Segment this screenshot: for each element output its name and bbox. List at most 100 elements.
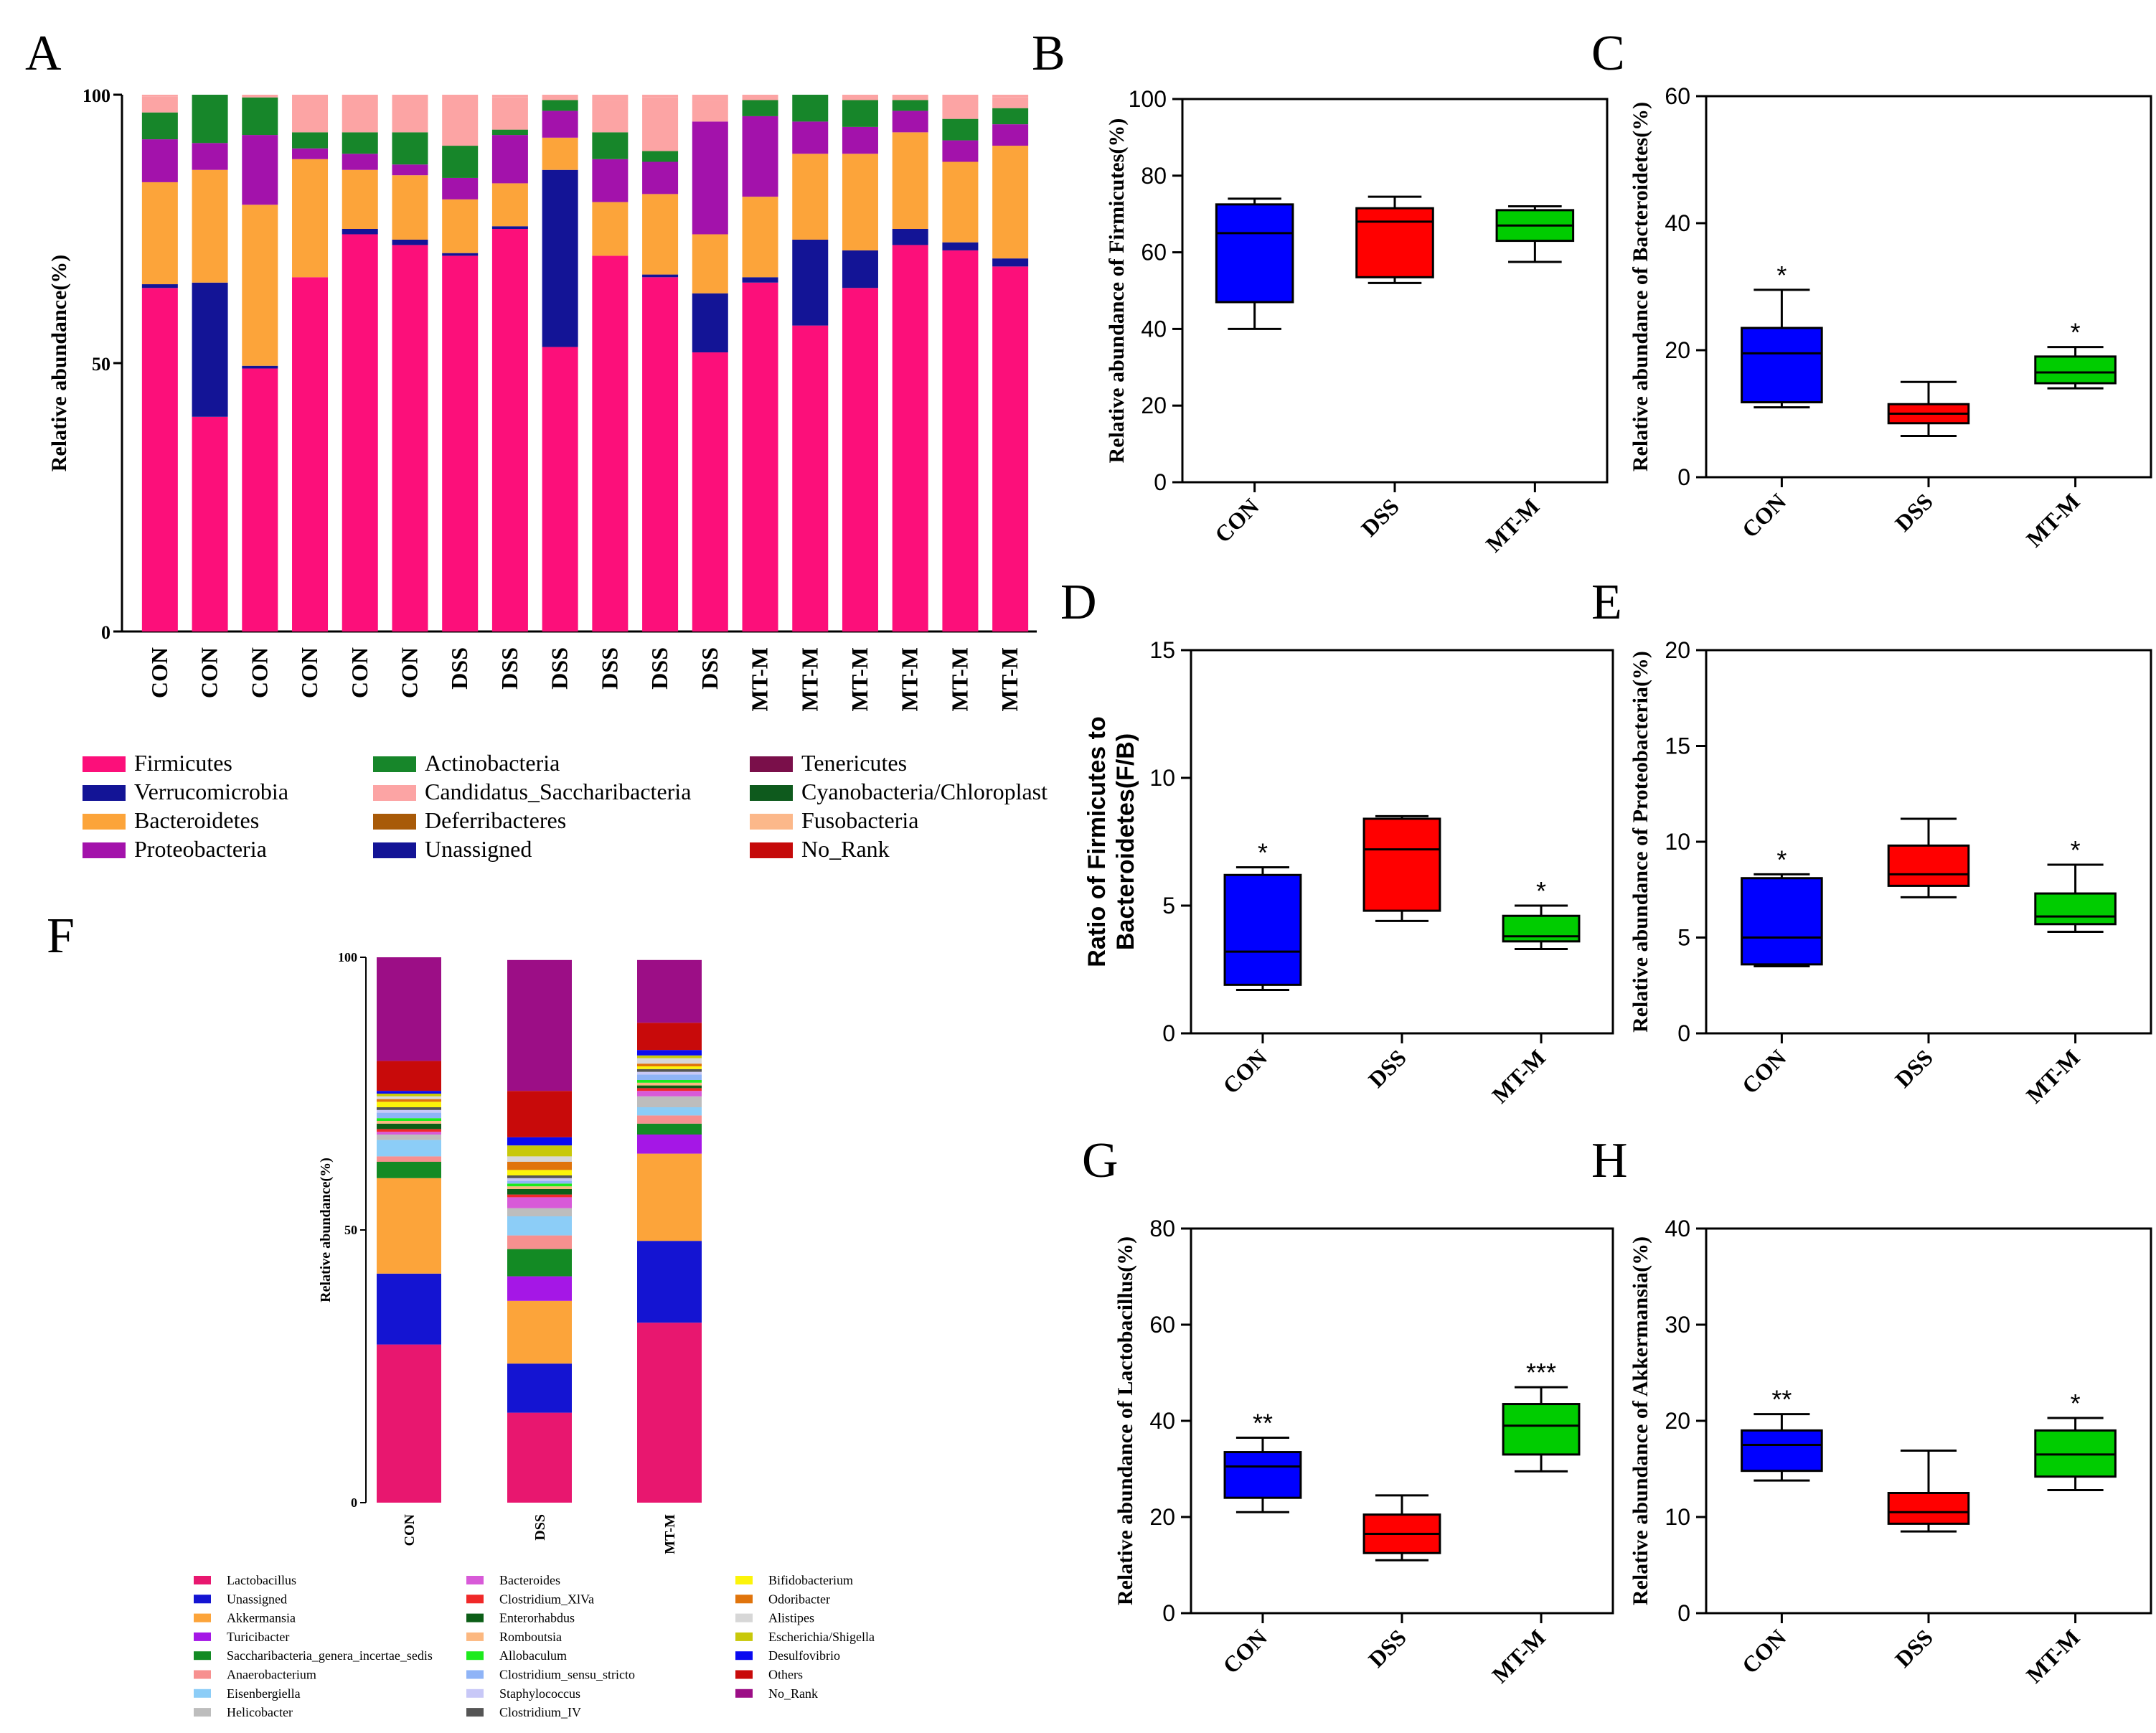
legend-swatch-odoribacter xyxy=(735,1595,753,1604)
legend-label-akkermansia: Akkermansia xyxy=(227,1611,296,1625)
panel-label-b: B xyxy=(1032,26,1065,81)
y-tick-label: 100 xyxy=(338,950,357,964)
legend-swatch-clostridium-xlva xyxy=(466,1595,484,1604)
x-tick-label: MT-M xyxy=(997,647,1022,711)
bar-segment-no-rank-g xyxy=(507,959,572,1091)
x-tick-label: MT-M xyxy=(1487,1044,1550,1108)
bar-segment-bacteroidetes xyxy=(842,154,878,250)
bar-segment-bacteroidetes xyxy=(692,234,728,293)
y-tick-label: 0 xyxy=(1162,1600,1175,1626)
y-tick-label: 20 xyxy=(1665,637,1690,663)
legend-swatch-eisenbergiella xyxy=(194,1689,211,1698)
legend-swatch-helicobacter xyxy=(194,1708,211,1717)
y-tick-label: 0 xyxy=(1162,1020,1175,1046)
bar-segment-firmicutes xyxy=(842,288,878,631)
bar-segment-actinobacteria xyxy=(742,100,778,116)
panel-h-box-plot: 0 10 20 30 40 ** CON DSS * MT-M Relative abundance… xyxy=(1629,1216,2152,1688)
x-tick-label: DSS xyxy=(1890,488,1938,536)
bar-segment-firmicutes xyxy=(442,255,479,631)
bar-segment-proteobacteria xyxy=(242,135,278,205)
bar-segment-proteobacteria xyxy=(292,148,329,159)
x-tick-label: CON xyxy=(246,647,272,698)
y-axis-label: Relative abundance of Lactobacillus(%) xyxy=(1114,1236,1137,1605)
y-tick-label: 30 xyxy=(1665,1312,1690,1338)
bar-segment-remainder xyxy=(491,95,528,98)
x-tick-label: MT-M xyxy=(2021,1044,2085,1108)
bar-segment-actinobacteria xyxy=(242,97,278,136)
y-tick-label: 5 xyxy=(1677,925,1690,951)
bar-segment-clostridium-iv xyxy=(507,1175,572,1178)
panel-c-box-plot: 0 20 40 60 * CON DSS * MT-M Relative abundance of… xyxy=(1629,83,2152,552)
bar-segment-clostridium-sensu-stricto xyxy=(507,1180,572,1184)
bar-segment-romboutsia xyxy=(507,1186,572,1189)
bar-segment-unassigned xyxy=(141,284,178,288)
panel-g-box-plot: 0 20 40 60 80 ** CON DSS *** MT-M Relative abundan… xyxy=(1114,1216,1614,1688)
bar-segment-firmicutes xyxy=(141,288,178,631)
legend-swatch-no-rank xyxy=(735,1689,753,1698)
bar-segment-bifidobacterium xyxy=(377,1102,441,1107)
significance-marker: * xyxy=(2071,1389,2081,1418)
bar-segment-candidatus-saccharibacteria xyxy=(592,100,629,133)
bar-segment-helicobacter xyxy=(377,1135,441,1140)
bar-segment-actinobacteria xyxy=(141,112,178,140)
bar-segment-actinobacteria xyxy=(542,100,578,111)
bar-segment-bacteroidetes xyxy=(442,199,479,253)
bar-segment-desulfovibrio xyxy=(507,1137,572,1146)
bar-segment-proteobacteria xyxy=(642,161,679,194)
x-tick-label: CON xyxy=(1737,1624,1792,1678)
legend-label-eisenbergiella: Eisenbergiella xyxy=(227,1686,301,1701)
legend-label-desulfovibrio: Desulfovibrio xyxy=(768,1648,840,1663)
x-tick-label: DSS xyxy=(1363,1624,1411,1672)
y-tick-label: 20 xyxy=(1141,393,1167,418)
legend-label-tenericutes: Tenericutes xyxy=(801,750,907,776)
bar-segment-eisenbergiella xyxy=(507,1216,572,1236)
significance-marker: * xyxy=(1776,845,1787,874)
x-tick-label: CON xyxy=(1218,1044,1272,1099)
bar-segment-bacteroidetes xyxy=(792,154,829,240)
box-con xyxy=(1741,327,1823,404)
y-tick-label: 0 xyxy=(351,1495,357,1510)
panel-b-box-plot: 0 20 40 60 80 100 CON DSS MT-M Relative abundance… xyxy=(1105,86,1609,557)
bar-segment-unassigned xyxy=(242,365,278,369)
legend-swatch-fusobacteria xyxy=(750,814,793,830)
x-tick-label: DSS xyxy=(496,647,522,690)
bar-segment-firmicutes xyxy=(491,229,528,631)
bar-segment-anaerobacterium xyxy=(637,1115,702,1124)
box-dss xyxy=(1887,1492,1970,1525)
y-axis-label-line-2: Bacteroidetes(F/B) xyxy=(1112,733,1139,950)
legend-label-enterorhabdus: Enterorhabdus xyxy=(499,1611,575,1625)
bar-segment-actinobacteria xyxy=(342,132,378,154)
panel-e-box-plot: 0 5 10 15 20 * CON DSS * MT-M Relative abundance o… xyxy=(1629,637,2152,1108)
bar-segment-firmicutes xyxy=(542,347,578,631)
legend-label-lactobacillus: Lactobacillus xyxy=(227,1573,296,1587)
legend-swatch-unassigned xyxy=(194,1595,211,1604)
legend-swatch-candidatus-saccharibacteria xyxy=(373,785,416,801)
bar-segment-alistipes xyxy=(377,1096,441,1099)
bar-segment-bacteroidetes xyxy=(642,194,679,275)
bar-segment-firmicutes xyxy=(592,255,629,631)
significance-marker: * xyxy=(2071,835,2081,865)
y-axis-label: Relative abundance(%) xyxy=(318,1157,334,1302)
x-tick-label: DSS xyxy=(646,647,672,690)
legend-swatch-bacteroides xyxy=(466,1576,484,1584)
panel-f-stacked-bar-chart: 0 50 100 Relative abundance(%) CON DSS MT-M xyxy=(318,950,702,1554)
x-tick-label: DSS xyxy=(1890,1044,1938,1092)
y-tick-label: 100 xyxy=(83,85,110,106)
x-tick-label: DSS xyxy=(1890,1624,1938,1672)
bar-segment-proteobacteria xyxy=(192,143,228,170)
bar-segment-remainder xyxy=(141,95,178,97)
bar-segment-remainder xyxy=(692,95,728,100)
x-tick-label: CON xyxy=(197,647,222,698)
x-tick-label: CON xyxy=(146,647,172,698)
legend-swatch-no-rank xyxy=(750,842,793,858)
bar-segment-clostridium-xlva xyxy=(637,1088,702,1091)
x-tick-label: DSS xyxy=(596,647,622,690)
bar-segment-firmicutes xyxy=(642,277,679,631)
bar-segment-proteobacteria xyxy=(392,164,428,176)
legend-label-allobaculum: Allobaculum xyxy=(499,1648,567,1663)
legend-label-romboutsia: Romboutsia xyxy=(499,1630,562,1644)
legend-label-staphylococcus: Staphylococcus xyxy=(499,1686,580,1701)
bar-segment-others xyxy=(377,1061,441,1091)
legend-swatch-bacteroidetes xyxy=(83,814,126,830)
